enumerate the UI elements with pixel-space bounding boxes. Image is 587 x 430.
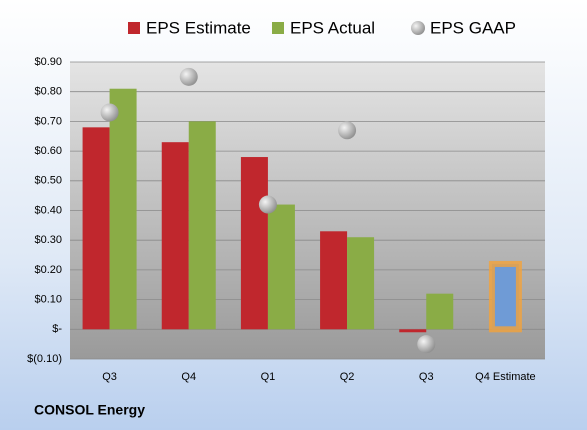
y-tick-label: $0.90 bbox=[34, 56, 62, 68]
bar bbox=[161, 142, 189, 330]
x-tick-label: Q4 Estimate bbox=[475, 371, 536, 383]
bar bbox=[488, 260, 522, 333]
y-tick-label: $(0.10) bbox=[27, 353, 62, 365]
gaap-marker bbox=[417, 335, 436, 354]
gaap-marker bbox=[100, 103, 119, 122]
legend-text: EPS GAAP bbox=[430, 18, 516, 37]
y-tick-label: $0.10 bbox=[34, 294, 62, 306]
bar bbox=[109, 88, 137, 330]
gaap-marker bbox=[258, 195, 277, 214]
y-tick-label: $0.60 bbox=[34, 145, 62, 157]
legend-marker bbox=[272, 22, 284, 34]
y-tick-label: $0.80 bbox=[34, 86, 62, 98]
gaap-marker bbox=[338, 121, 357, 140]
bar bbox=[188, 121, 216, 330]
bar bbox=[347, 237, 375, 330]
x-tick-label: Q3 bbox=[102, 371, 117, 383]
y-tick-label: $0.30 bbox=[34, 234, 62, 246]
legend-text: EPS Estimate bbox=[146, 18, 251, 37]
y-tick-label: $- bbox=[52, 323, 62, 335]
y-tick-label: $0.20 bbox=[34, 264, 62, 276]
gaap-marker bbox=[179, 67, 198, 86]
legend-text: EPS Actual bbox=[290, 18, 375, 37]
y-tick-label: $0.70 bbox=[34, 115, 62, 127]
company-name: CONSOL Energy bbox=[34, 402, 145, 418]
x-tick-label: Q2 bbox=[340, 371, 355, 383]
legend-marker bbox=[128, 22, 140, 34]
x-tick-label: Q3 bbox=[419, 371, 434, 383]
bar bbox=[240, 157, 268, 330]
x-tick-label: Q1 bbox=[261, 371, 276, 383]
y-tick-label: $0.50 bbox=[34, 175, 62, 187]
bar bbox=[82, 127, 110, 330]
bar bbox=[399, 329, 427, 333]
bar bbox=[320, 231, 348, 330]
bar bbox=[426, 293, 454, 330]
bar bbox=[267, 204, 295, 330]
legend-marker bbox=[411, 21, 425, 35]
y-tick-label: $0.40 bbox=[34, 204, 62, 216]
x-tick-label: Q4 bbox=[181, 371, 196, 383]
